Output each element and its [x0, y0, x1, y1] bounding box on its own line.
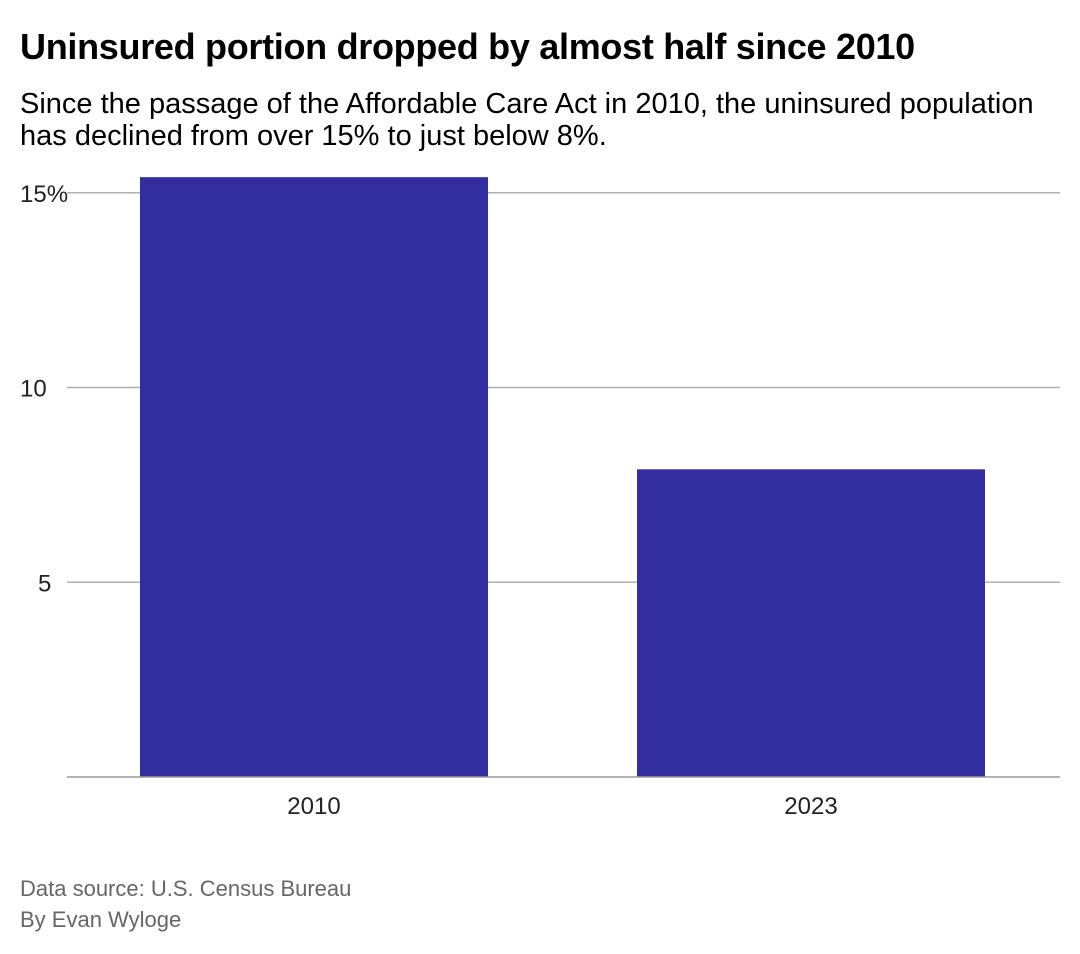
data-source: Data source: U.S. Census Bureau [20, 876, 352, 901]
footer: Data source: U.S. Census Bureau By Evan … [20, 873, 351, 935]
x-tick-label: 2023 [784, 793, 837, 820]
y-tick-label: 10 [20, 376, 47, 403]
x-tick-label: 2010 [287, 793, 340, 820]
chart-subtitle: Since the passage of the Affordable Care… [20, 88, 1034, 152]
y-tick-label: 5 [38, 570, 51, 597]
bar-2023 [637, 469, 985, 777]
chart-title: Uninsured portion dropped by almost half… [20, 26, 915, 67]
bar-2010 [140, 177, 488, 778]
y-tick-label: 15% [20, 181, 68, 208]
byline: By Evan Wyloge [20, 907, 182, 932]
